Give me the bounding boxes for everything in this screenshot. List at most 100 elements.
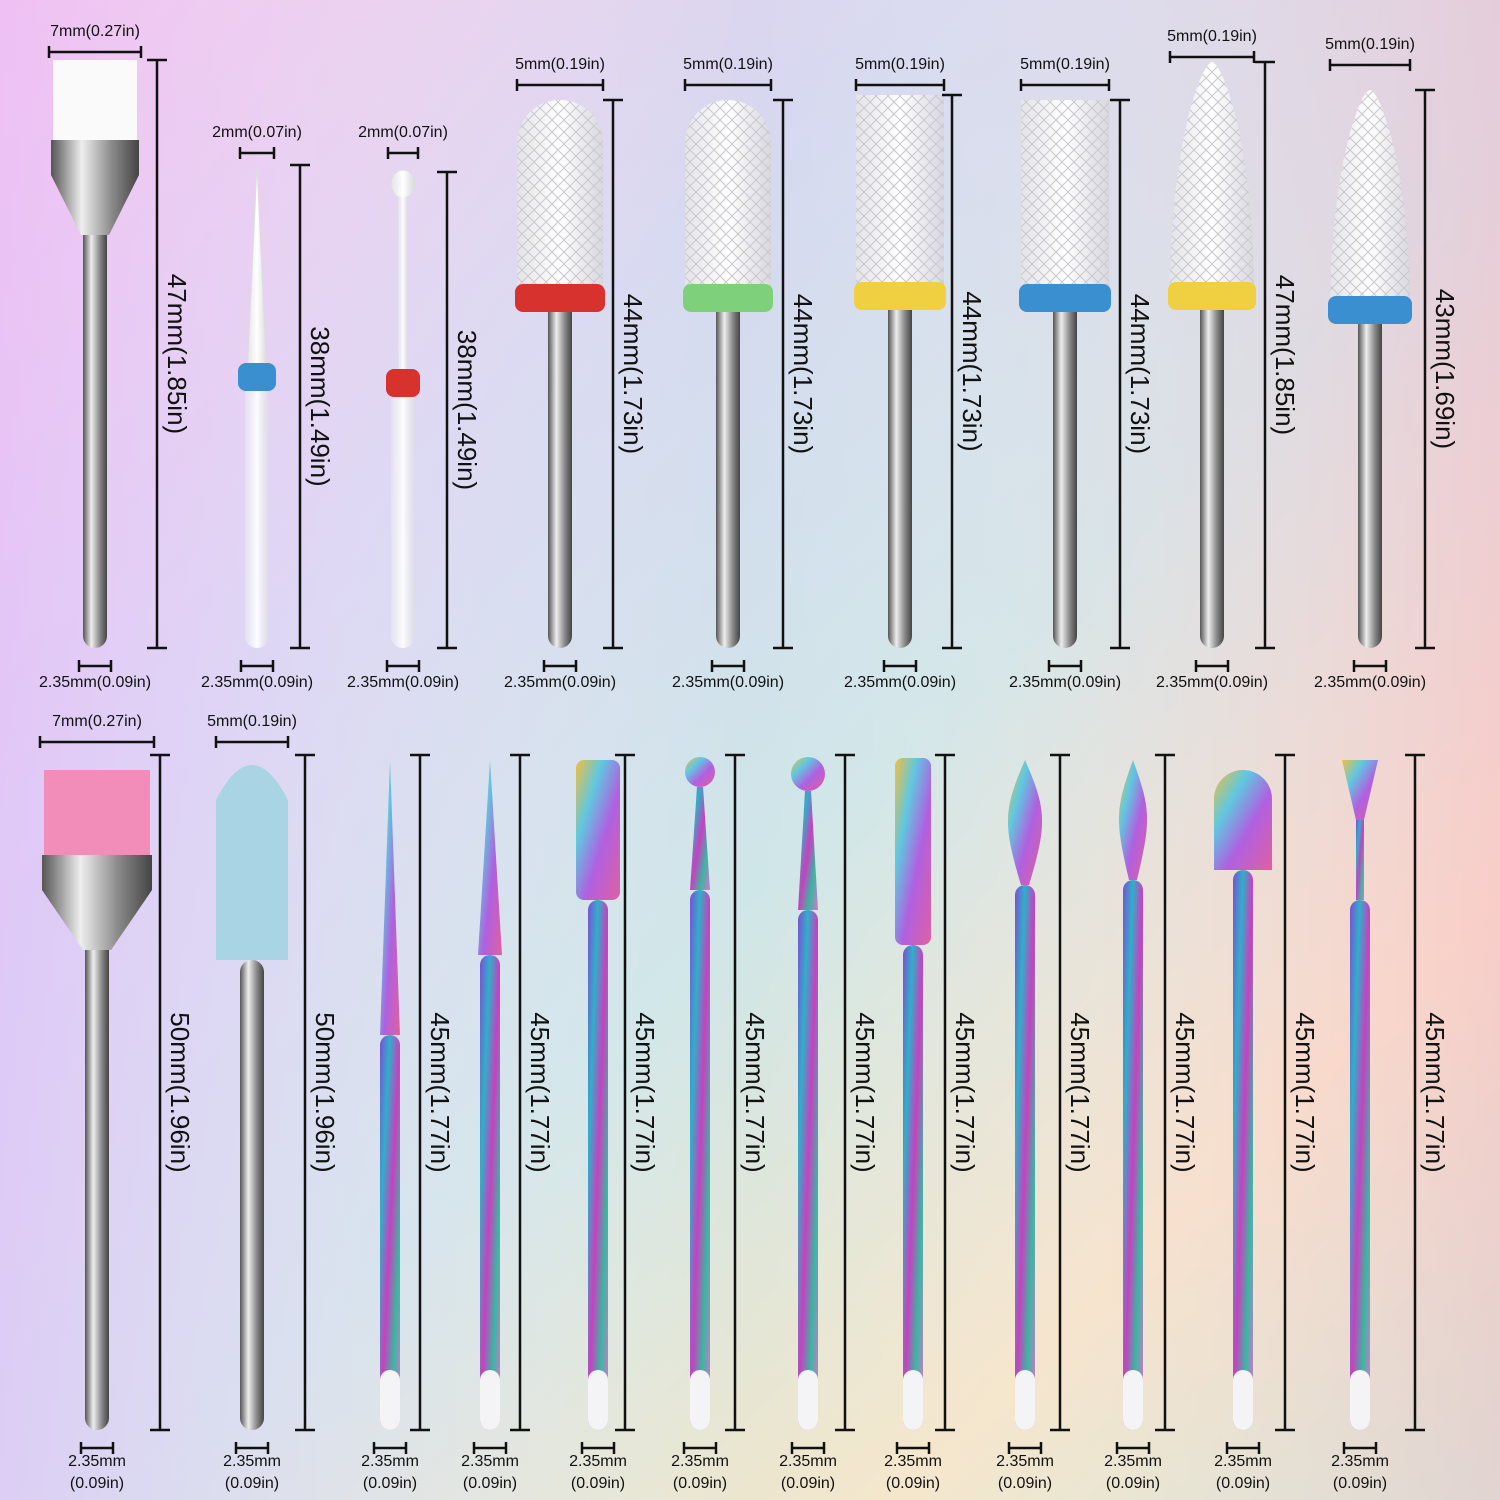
width-bracket: [1328, 59, 1412, 71]
shank-bracket: [790, 1442, 826, 1454]
neck: [398, 196, 408, 383]
head: [576, 760, 620, 900]
shank-tip: [1123, 1370, 1143, 1430]
ring: [1328, 296, 1412, 324]
length-bracket: [290, 163, 310, 650]
shank-bracket: [895, 1442, 931, 1454]
shank-bracket: [77, 660, 113, 672]
shank-label: 2.35mm: [779, 1453, 837, 1470]
width-label: 2mm(0.07in): [212, 124, 302, 141]
bristles: [44, 770, 150, 859]
shank-label: 2.35mm(0.09in): [1156, 674, 1268, 691]
head: [1342, 760, 1378, 820]
shank-label: 2.35mm(0.09in): [201, 674, 313, 691]
shank-label: 2.35mm(0.09in): [347, 674, 459, 691]
head-texture: [856, 95, 944, 296]
length-bracket: [1405, 753, 1425, 1432]
shank-bracket: [1342, 1442, 1378, 1454]
length-bracket: [1155, 753, 1175, 1432]
shank-label: 2.35mm(0.09in): [504, 674, 616, 691]
length-label: 45mm(1.77in): [630, 1012, 660, 1172]
length-bracket: [147, 58, 167, 650]
width-bracket: [683, 79, 773, 91]
bristles: [53, 60, 137, 144]
head-texture: [517, 100, 603, 298]
shank-label: (0.09in): [998, 1475, 1052, 1492]
shank-label: 2.35mm: [1214, 1453, 1272, 1470]
shank-label: 2.35mm(0.09in): [1009, 674, 1121, 691]
shank: [1358, 310, 1382, 648]
head: [478, 760, 502, 955]
shank-bracket: [1007, 1442, 1043, 1454]
length-bracket: [603, 98, 623, 650]
shank-label: (0.09in): [886, 1475, 940, 1492]
ring: [1019, 284, 1111, 312]
head: [380, 760, 400, 1035]
shank-label: (0.09in): [781, 1475, 835, 1492]
shank-label: 2.35mm(0.09in): [39, 674, 151, 691]
head-texture: [685, 100, 771, 298]
length-bracket: [437, 170, 457, 650]
width-label: 7mm(0.27in): [50, 23, 140, 40]
shank-bracket: [1115, 1442, 1151, 1454]
length-label: 47mm(1.85in): [1270, 275, 1300, 435]
head: [685, 757, 715, 787]
width-bracket: [515, 79, 605, 91]
length-label: 45mm(1.77in): [525, 1012, 555, 1172]
shank: [588, 900, 608, 1430]
width-bracket: [38, 736, 156, 748]
shank-label: (0.09in): [1333, 1475, 1387, 1492]
length-bracket: [615, 753, 635, 1432]
width-bracket: [854, 79, 946, 91]
shank-tip: [588, 1370, 608, 1430]
head: [216, 765, 288, 960]
length-label: 44mm(1.73in): [618, 294, 648, 454]
shank-label: (0.09in): [1216, 1475, 1270, 1492]
shank-label: 2.35mm: [461, 1453, 519, 1470]
shank: [85, 855, 109, 1430]
length-label: 45mm(1.77in): [1065, 1012, 1095, 1172]
shank-bracket: [1225, 1442, 1261, 1454]
shank-bracket: [1047, 660, 1083, 672]
width-bracket: [1019, 79, 1111, 91]
shank-label: 2.35mm: [361, 1453, 419, 1470]
width-label: 5mm(0.19in): [1325, 36, 1415, 53]
shank-tip: [480, 1370, 500, 1430]
shank-label: (0.09in): [225, 1475, 279, 1492]
shank-bracket: [239, 660, 275, 672]
width-bracket: [1168, 51, 1256, 63]
shank: [1123, 880, 1143, 1430]
shank-bracket: [372, 1442, 408, 1454]
length-label: 44mm(1.73in): [1125, 294, 1155, 454]
shank-bracket: [682, 1442, 718, 1454]
width-label: 5mm(0.19in): [515, 56, 605, 73]
shank: [1053, 298, 1077, 648]
head: [1214, 770, 1272, 870]
shank-bracket: [710, 660, 746, 672]
shank-bracket: [472, 1442, 508, 1454]
shank-tip: [690, 1370, 710, 1430]
neck: [690, 787, 710, 890]
shank: [391, 383, 415, 648]
ring: [238, 363, 276, 391]
shank-bracket: [1352, 660, 1388, 672]
head: [791, 757, 825, 791]
shank-label: (0.09in): [463, 1475, 517, 1492]
shank-label: (0.09in): [673, 1475, 727, 1492]
shank-label: (0.09in): [363, 1475, 417, 1492]
neck: [1356, 820, 1364, 900]
shank-label: 2.35mm: [68, 1453, 126, 1470]
head: [895, 758, 931, 945]
shank-label: 2.35mm(0.09in): [1314, 674, 1426, 691]
shank-label: (0.09in): [571, 1475, 625, 1492]
shank-tip: [1233, 1370, 1253, 1430]
length-label: 45mm(1.77in): [740, 1012, 770, 1172]
shank-label: 2.35mm: [223, 1453, 281, 1470]
width-label: 5mm(0.19in): [1020, 56, 1110, 73]
length-bracket: [942, 93, 962, 650]
shank: [1200, 296, 1224, 648]
length-label: 45mm(1.77in): [1170, 1012, 1200, 1172]
shank: [888, 296, 912, 648]
